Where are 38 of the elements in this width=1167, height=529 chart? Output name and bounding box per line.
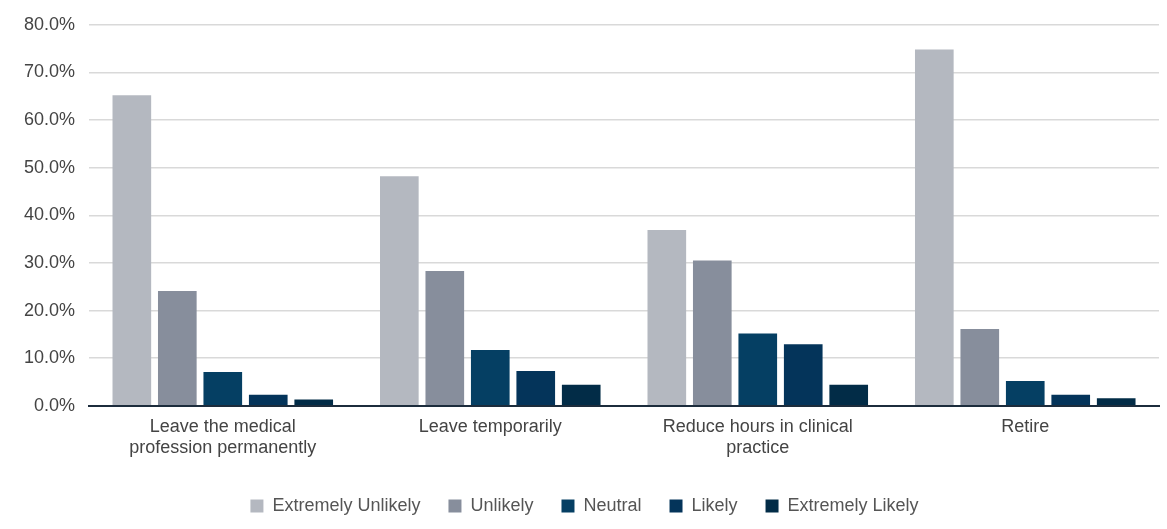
- bar: [248, 394, 288, 406]
- bar: [692, 260, 732, 406]
- bar: [380, 176, 419, 406]
- bar: [1051, 394, 1091, 406]
- bar: [516, 371, 556, 406]
- y-tick-label: 60.0%: [23, 109, 76, 130]
- y-tick-label: 20.0%: [23, 299, 76, 320]
- y-tick-label: 0.0%: [34, 394, 76, 415]
- bar: [425, 271, 465, 406]
- bar: [914, 49, 954, 406]
- legend-label: Extremely Likely: [787, 494, 919, 515]
- bar: [1005, 381, 1045, 406]
- legend-label: Unlikely: [470, 494, 534, 515]
- x-tick-label: Reduce hours in clinical practice: [662, 415, 853, 458]
- x-tick-label: Leave the medical profession permanently: [129, 415, 317, 458]
- y-tick-label: 40.0%: [23, 204, 76, 225]
- bar: [1096, 398, 1136, 406]
- bar: [783, 344, 823, 406]
- legend-label: Likely: [691, 494, 738, 515]
- y-tick-label: 10.0%: [23, 347, 76, 368]
- y-tick-label: 70.0%: [23, 61, 76, 82]
- x-tick-label: Retire: [1001, 415, 1050, 436]
- bar: [960, 329, 1000, 406]
- bar: [157, 291, 197, 406]
- bar: [112, 95, 152, 406]
- legend-label: Neutral: [583, 494, 642, 515]
- bar: [561, 384, 601, 406]
- bar: [829, 384, 869, 406]
- y-tick-label: 80.0%: [23, 13, 76, 34]
- x-tick-label: Leave temporarily: [418, 415, 562, 436]
- bar: [294, 399, 334, 406]
- bar: [647, 230, 687, 406]
- bar: [738, 333, 778, 406]
- bar: [203, 371, 243, 406]
- y-tick-label: 30.0%: [23, 251, 76, 272]
- bar: [470, 350, 510, 406]
- legend-label: Extremely Unlikely: [272, 494, 421, 515]
- y-tick-label: 50.0%: [23, 156, 76, 177]
